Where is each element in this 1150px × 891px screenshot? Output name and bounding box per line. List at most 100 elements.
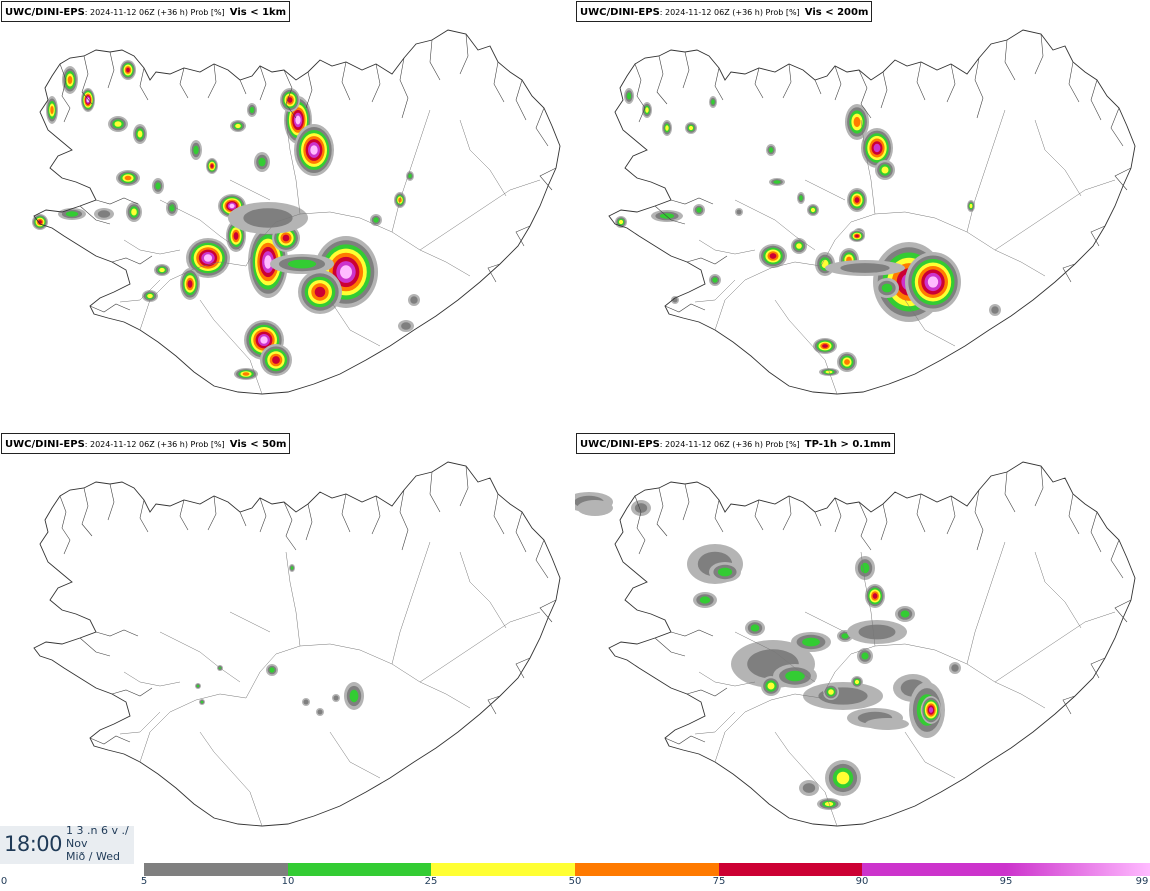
run-info: : 2024-11-12 06Z (+36 h) Prob [%]: [84, 440, 225, 449]
coast-fjord: [493, 493, 505, 535]
coast-fjord: [946, 495, 956, 535]
probability-contour: [769, 253, 777, 259]
coast-fjord: [341, 61, 351, 101]
coast-fjord: [686, 687, 728, 697]
coast-fjord: [139, 67, 149, 101]
coast-fjord: [487, 263, 501, 283]
probability-contour: [659, 213, 675, 219]
coast-fjord: [95, 197, 139, 205]
probability-contour: [373, 217, 379, 223]
coast-fjord: [782, 63, 792, 99]
coast-fjord: [539, 167, 557, 191]
boundary-line: [734, 199, 816, 251]
probability-contour: [295, 115, 301, 125]
valid-time-box: 18:00 1 3 .n 6 v ./ Nov Mið / Wed: [0, 826, 134, 864]
boundary-line: [459, 119, 507, 197]
boundary-line: [139, 261, 247, 331]
coastline: [608, 29, 1136, 395]
coast-fjord: [535, 107, 549, 147]
coastline: [33, 29, 561, 395]
boundary-line: [419, 611, 541, 683]
coast-fjord: [81, 55, 93, 105]
probability-field: [195, 564, 364, 716]
model-name: UWC/DINI-EPS: [5, 7, 85, 18]
coast-fjord: [880, 503, 888, 541]
boundary-line: [199, 299, 263, 395]
boundary-line: [994, 179, 1116, 251]
probability-contour: [858, 624, 896, 640]
boundary-line: [904, 731, 956, 779]
probability-contour: [861, 652, 869, 660]
probability-contour: [196, 684, 200, 688]
colorbar-tick-label: 75: [712, 876, 726, 887]
valid-date: 1 3 .n 6 v ./ Nov Mið / Wed: [66, 826, 129, 863]
probability-contour: [802, 637, 820, 647]
map-panel-vis-1km: UWC/DINI-EPS: 2024-11-12 06Z (+36 h) Pro…: [0, 0, 575, 430]
probability-contour: [618, 219, 624, 225]
probability-contour: [243, 208, 293, 228]
boundary-line: [804, 179, 846, 201]
probability-contour: [203, 254, 213, 262]
coast-fjord: [459, 33, 469, 75]
coast-fjord: [1090, 79, 1102, 121]
probability-contour: [67, 76, 73, 84]
probability-contour: [881, 283, 893, 293]
probability-contour: [349, 689, 359, 703]
probability-contour: [872, 593, 878, 599]
coast-fjord: [1090, 511, 1102, 553]
coast-fjord: [714, 67, 724, 101]
probability-contour: [258, 157, 266, 167]
coast-fjord: [89, 735, 131, 745]
boundary-line: [159, 631, 241, 683]
coast-fjord: [1090, 657, 1106, 679]
coast-fjord: [1090, 225, 1106, 247]
boundary-line: [714, 693, 822, 763]
variable-name: Vis < 1km: [229, 7, 287, 18]
probability-contour: [269, 667, 275, 673]
probability-contour: [317, 709, 323, 715]
coast-fjord: [974, 489, 984, 551]
coast-fjord: [515, 225, 531, 247]
coast-fjord: [682, 51, 690, 89]
colorbar-segment: [1006, 863, 1150, 876]
coast-fjord: [79, 205, 111, 225]
coast-fjord: [59, 495, 71, 555]
coast-fjord: [946, 63, 956, 103]
probability-contour: [828, 689, 834, 695]
probability-contour: [991, 306, 999, 314]
probability-contour: [264, 255, 272, 269]
coast-fjord: [634, 495, 646, 555]
probability-contour: [634, 503, 648, 513]
probability-contour: [242, 372, 250, 376]
coast-fjord: [714, 499, 724, 533]
coast-fjord: [670, 197, 714, 205]
boundary-line: [229, 611, 271, 633]
boundary-line: [391, 541, 431, 665]
coast-fjord: [107, 51, 115, 89]
coast-fjord: [1114, 167, 1132, 191]
boundary-line: [820, 643, 936, 699]
coast-fjord: [283, 501, 297, 551]
boundary-line: [860, 119, 876, 215]
coast-fjord: [814, 511, 822, 527]
probability-colorbar: 0 5 10 25 50 75 90 95 99: [0, 862, 1150, 891]
colorbar-segment: [719, 863, 862, 876]
colorbar-tick-label: 50: [568, 876, 582, 887]
boundary-line: [459, 551, 507, 629]
probability-contour: [626, 92, 632, 100]
coast-fjord: [1034, 465, 1044, 507]
coast-fjord: [682, 483, 690, 521]
boundary-line: [159, 199, 241, 251]
probability-contour: [187, 280, 193, 288]
map-panel-tp-1h: UWC/DINI-EPS: 2024-11-12 06Z (+36 h) Pro…: [575, 432, 1150, 862]
boundary-line: [934, 649, 1046, 709]
coast-fjord: [259, 497, 267, 533]
coast-fjord: [139, 499, 149, 533]
coast-fjord: [515, 657, 531, 679]
model-name: UWC/DINI-EPS: [580, 7, 660, 18]
probability-contour: [249, 106, 255, 114]
boundary-line: [285, 119, 301, 215]
coastline: [33, 461, 561, 827]
boundary-line: [199, 731, 263, 827]
probability-contour: [147, 293, 153, 299]
